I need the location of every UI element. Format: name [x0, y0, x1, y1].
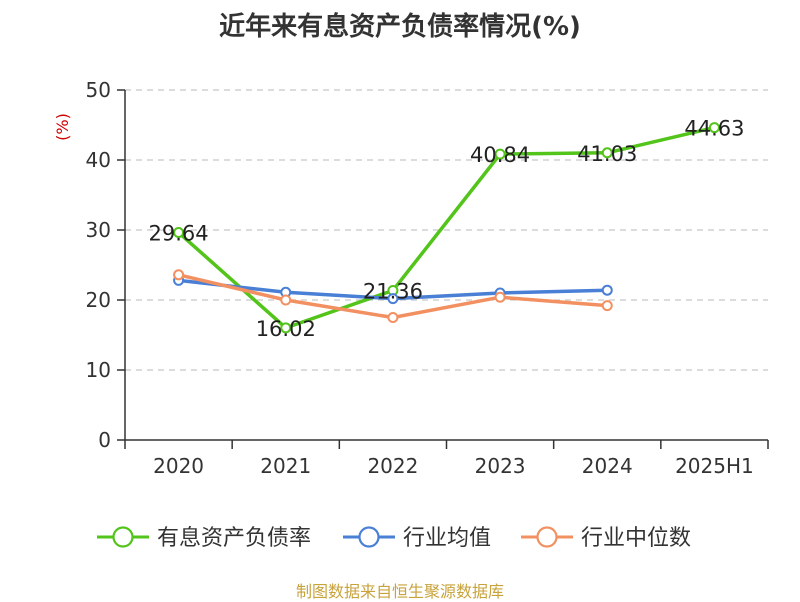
data-label: 41.03 — [577, 142, 637, 166]
x-axis-ticks: 2020 2021 2022 2023 2024 2025H1 — [124, 440, 769, 478]
source-note: 制图数据来自恒生聚源数据库 — [295, 582, 504, 601]
x-tick-label: 2023 — [475, 454, 526, 478]
data-point — [173, 269, 185, 281]
series-line-0 — [177, 125, 715, 330]
y-tick-label: 40 — [86, 148, 111, 172]
data-label: 16.02 — [256, 317, 316, 341]
legend-label: 行业中位数 — [581, 526, 691, 551]
legend-marker — [358, 526, 380, 548]
data-point — [494, 148, 506, 160]
data-point — [387, 293, 399, 305]
data-point — [387, 312, 399, 323]
y-axis-ticks: 0 10 20 30 40 50 — [86, 78, 125, 452]
x-tick-label: 2021 — [260, 454, 311, 478]
y-tick-label: 0 — [98, 428, 111, 452]
data-point — [280, 322, 292, 334]
legend-marker — [536, 526, 558, 548]
data-labels: 29.64 16.02 21.36 40.84 41.03 44.63 — [149, 117, 745, 341]
data-point — [601, 147, 613, 159]
data-label: 40.84 — [470, 143, 530, 167]
series-lines — [173, 122, 720, 334]
y-unit-label: (%) — [53, 113, 72, 141]
chart-title: 近年来有息资产负债率情况(%) — [219, 12, 581, 42]
data-point — [280, 294, 292, 306]
x-tick-label: 2024 — [582, 454, 633, 478]
data-point — [708, 122, 720, 134]
legend-label: 行业均值 — [403, 526, 491, 551]
x-tick-label: 2022 — [367, 454, 418, 478]
data-point — [601, 284, 613, 296]
data-label: 29.64 — [149, 222, 209, 246]
x-tick-label: 2020 — [153, 454, 204, 478]
data-point — [173, 227, 185, 239]
legend: 有息资产负债率 行业均值 行业中位数 — [97, 526, 691, 551]
grid-lines — [125, 89, 768, 371]
data-label: 21.36 — [363, 279, 423, 303]
y-tick-label: 30 — [86, 218, 111, 242]
y-tick-label: 50 — [86, 78, 111, 102]
axes: (%) — [53, 90, 768, 441]
data-point — [601, 300, 613, 312]
data-point — [494, 291, 506, 303]
data-label: 44.63 — [684, 117, 744, 141]
y-tick-label: 10 — [86, 358, 111, 382]
legend-marker — [112, 526, 134, 548]
x-tick-label: 2025H1 — [675, 454, 754, 478]
legend-label: 有息资产负债率 — [157, 526, 311, 551]
y-tick-label: 20 — [86, 288, 111, 312]
